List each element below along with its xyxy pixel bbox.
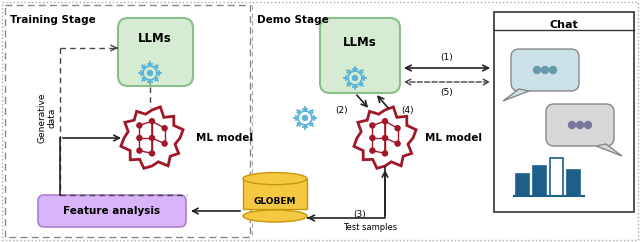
Circle shape — [383, 136, 388, 141]
Circle shape — [550, 67, 557, 74]
Text: (3): (3) — [354, 211, 366, 219]
Text: (5): (5) — [440, 88, 453, 97]
Text: ML model: ML model — [425, 133, 482, 143]
Text: (4): (4) — [402, 106, 414, 114]
Circle shape — [137, 123, 142, 128]
Text: GLOBEM: GLOBEM — [253, 197, 296, 206]
Bar — [243, 179, 307, 209]
Ellipse shape — [243, 210, 307, 222]
Circle shape — [395, 126, 400, 131]
Circle shape — [150, 119, 154, 124]
Circle shape — [534, 67, 541, 74]
Text: LLMs: LLMs — [138, 31, 172, 45]
Circle shape — [383, 151, 388, 156]
Polygon shape — [503, 89, 529, 101]
FancyBboxPatch shape — [546, 104, 614, 146]
Circle shape — [541, 67, 548, 74]
Circle shape — [577, 121, 584, 129]
Bar — [494, 12, 634, 212]
Bar — [5, 5, 250, 237]
Text: Test samples: Test samples — [343, 223, 397, 232]
Text: Training Stage: Training Stage — [10, 15, 96, 25]
Circle shape — [395, 141, 400, 146]
FancyBboxPatch shape — [118, 18, 193, 86]
Circle shape — [353, 76, 358, 80]
Circle shape — [137, 136, 142, 141]
Circle shape — [383, 119, 388, 124]
Circle shape — [137, 148, 142, 153]
Text: Demo Stage: Demo Stage — [257, 15, 329, 25]
Circle shape — [568, 121, 575, 129]
Circle shape — [150, 136, 154, 141]
Circle shape — [148, 71, 152, 76]
Ellipse shape — [243, 173, 307, 185]
Circle shape — [370, 148, 375, 153]
Text: (1): (1) — [440, 53, 453, 62]
Circle shape — [162, 141, 167, 146]
Bar — [567, 170, 580, 196]
Circle shape — [303, 115, 307, 121]
Circle shape — [162, 126, 167, 131]
Circle shape — [370, 136, 375, 141]
Text: (2): (2) — [336, 106, 348, 114]
Text: LLMs: LLMs — [343, 36, 377, 48]
FancyBboxPatch shape — [320, 18, 400, 93]
Text: ML model: ML model — [196, 133, 253, 143]
Circle shape — [150, 151, 154, 156]
Text: Generative
data: Generative data — [37, 93, 57, 143]
Circle shape — [584, 121, 591, 129]
Bar — [516, 174, 529, 196]
Polygon shape — [596, 144, 622, 156]
Text: Feature analysis: Feature analysis — [63, 206, 161, 216]
Text: Chat: Chat — [550, 20, 579, 30]
FancyBboxPatch shape — [511, 49, 579, 91]
Bar — [533, 166, 546, 196]
Circle shape — [370, 123, 375, 128]
Bar — [550, 158, 563, 196]
FancyBboxPatch shape — [38, 195, 186, 227]
